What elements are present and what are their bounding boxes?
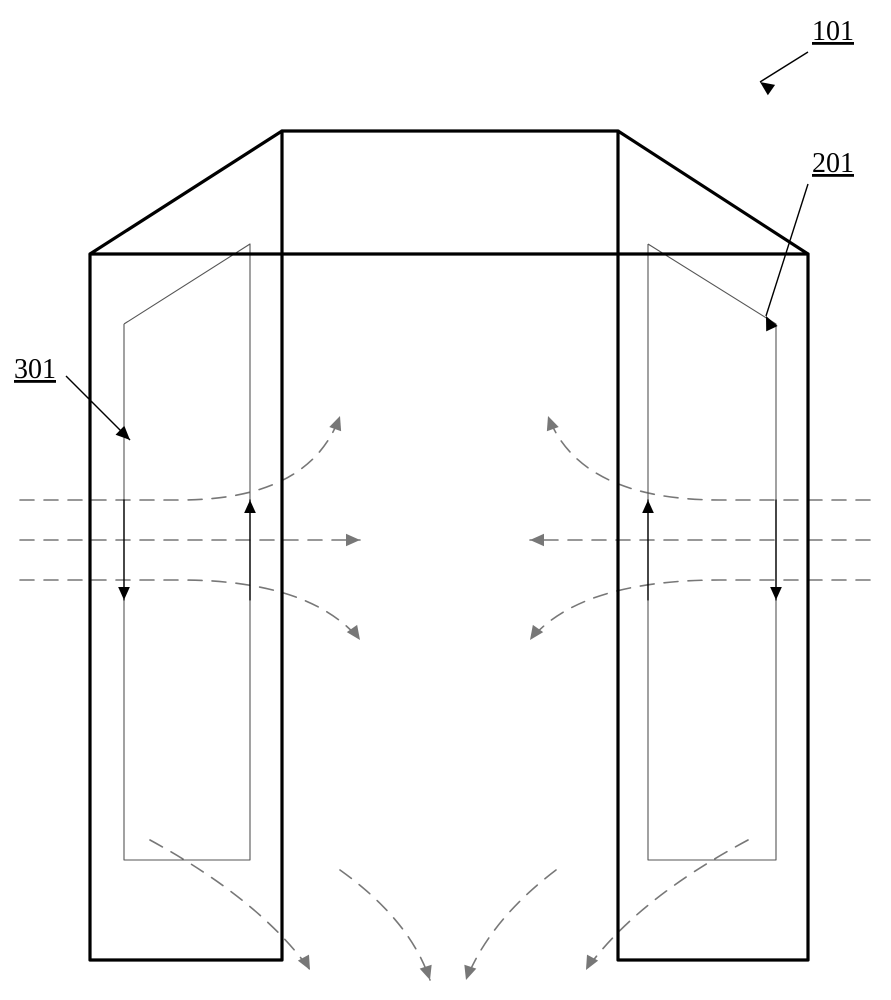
right-panel-201: [648, 244, 776, 860]
field-line: [466, 870, 556, 980]
leader-101: [760, 52, 808, 82]
diagram-canvas: 101 201 301: [0, 0, 891, 1000]
field-line: [340, 870, 430, 980]
label-101: 101: [812, 16, 854, 47]
label-301: 301: [14, 354, 56, 385]
field-line: [20, 416, 340, 500]
field-line: [530, 580, 870, 640]
left-panel-301: [124, 244, 250, 860]
field-line: [20, 580, 360, 640]
field-line: [548, 416, 870, 500]
label-201: 201: [812, 148, 854, 179]
